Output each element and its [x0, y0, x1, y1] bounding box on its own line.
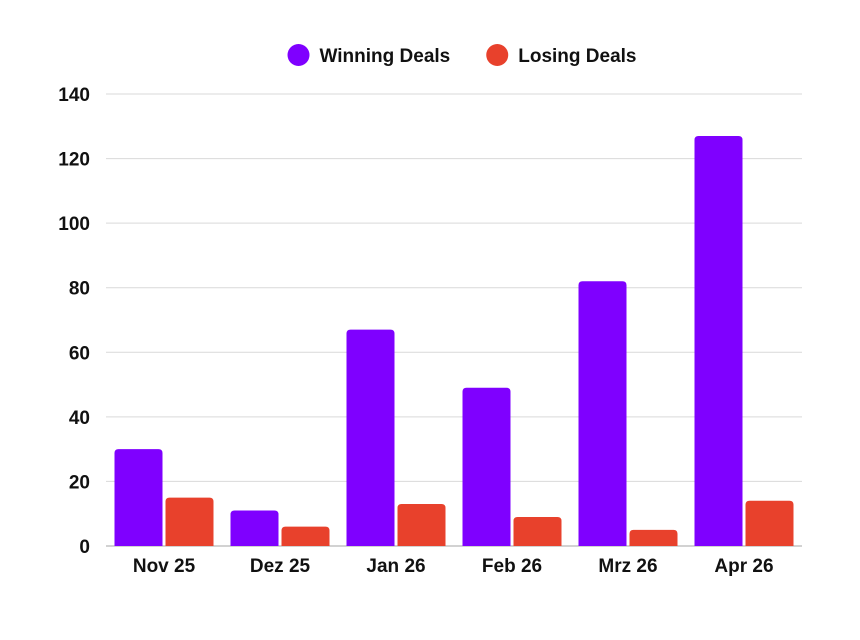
- x-tick-label: Jan 26: [366, 556, 425, 577]
- bar-winning-deals-dez-25: [230, 510, 279, 546]
- y-tick-label: 100: [58, 214, 90, 235]
- legend-item-losing-deals: Losing Deals: [486, 44, 636, 67]
- bar-losing-deals-nov-25: [165, 497, 214, 546]
- gridlines: [106, 93, 802, 547]
- legend-marker: [486, 44, 509, 66]
- legend: Winning Deals Losing Deals: [287, 44, 636, 67]
- x-tick-label: Nov 25: [133, 556, 196, 577]
- bar-winning-deals-feb-26: [462, 387, 511, 546]
- legend-label: Losing Deals: [518, 46, 636, 67]
- bar-winning-deals-apr-26: [694, 135, 743, 546]
- bar-losing-deals-feb-26: [513, 516, 562, 546]
- x-tick-label: Feb 26: [482, 556, 542, 577]
- bar-losing-deals-apr-26: [745, 500, 794, 546]
- x-tick-label: Mrz 26: [598, 556, 657, 577]
- bar-winning-deals-mrz-26: [578, 281, 627, 546]
- bar-winning-deals-nov-25: [114, 449, 163, 546]
- bar-losing-deals-jan-26: [397, 504, 446, 546]
- x-tick-label: Apr 26: [714, 556, 773, 577]
- legend-label: Winning Deals: [320, 46, 451, 67]
- y-tick-label: 0: [79, 537, 90, 558]
- x-tick-label: Dez 25: [250, 556, 311, 577]
- y-tick-label: 80: [69, 279, 90, 300]
- x-axis: Nov 25 Dez 25 Jan 26 Feb 26 Mrz 26 Apr 26: [133, 556, 774, 577]
- bar-winning-deals-jan-26: [346, 329, 395, 546]
- bar-losing-deals-mrz-26: [629, 529, 678, 546]
- y-axis: 0 20 40 60 80 100 120 140: [58, 85, 90, 558]
- y-tick-label: 20: [69, 472, 90, 493]
- y-tick-label: 140: [58, 85, 90, 106]
- legend-marker: [287, 44, 310, 66]
- bar-losing-deals-dez-25: [281, 526, 330, 546]
- y-tick-label: 40: [69, 408, 90, 429]
- y-tick-label: 120: [58, 150, 90, 171]
- y-tick-label: 60: [69, 343, 90, 364]
- legend-item-winning-deals: Winning Deals: [287, 44, 451, 67]
- bars: [114, 135, 794, 546]
